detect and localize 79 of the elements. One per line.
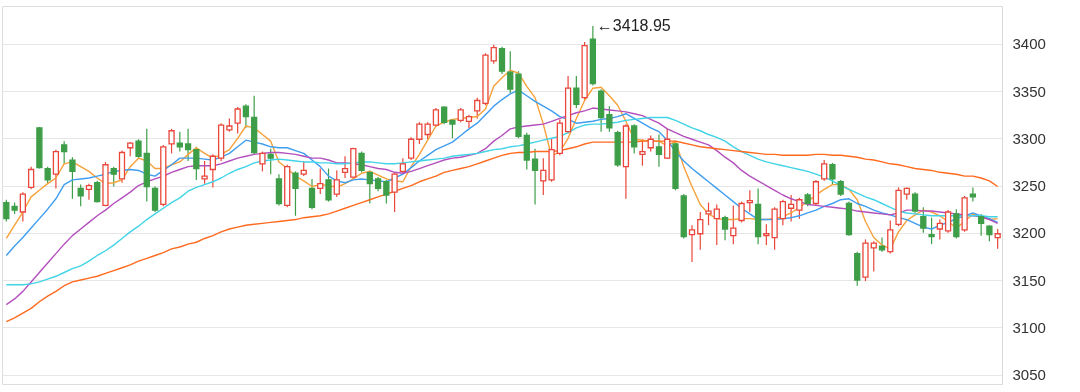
candlestick: [697, 211, 704, 251]
candlestick: [812, 179, 820, 206]
candlestick: [994, 228, 1001, 250]
candlestick: [829, 162, 836, 186]
candlestick: [234, 106, 241, 135]
candlestick: [713, 203, 720, 246]
candlestick: [176, 131, 183, 153]
y-tick-label: 3300: [1012, 129, 1046, 147]
y-tick-label: 3400: [1012, 35, 1046, 53]
candlestick: [490, 44, 497, 65]
candlestick: [821, 159, 828, 182]
candlestick: [928, 217, 935, 245]
candlestick: [878, 236, 886, 253]
candlestick: [366, 169, 373, 205]
candlestick: [267, 148, 274, 175]
candlestick: [573, 75, 580, 109]
candlestick: [498, 46, 506, 75]
candlestick: [308, 178, 316, 210]
y-tick-label: 3100: [1012, 318, 1046, 336]
candlestick: [201, 160, 208, 185]
y-tick-label: 3350: [1012, 82, 1046, 100]
candlestick: [953, 208, 960, 240]
candlestick: [77, 184, 84, 207]
candlestick: [242, 103, 250, 129]
candlestick: [52, 149, 60, 189]
candlestick: [738, 201, 745, 223]
candlestick: [664, 128, 671, 160]
candlestick: [920, 206, 927, 234]
candlestick: [911, 191, 919, 214]
candlestick: [69, 156, 76, 200]
candlestick: [391, 171, 398, 213]
candlestick: [325, 167, 332, 203]
candlestick: [168, 128, 175, 155]
candlestick: [870, 240, 877, 273]
candlestick: [19, 191, 27, 223]
candlestick: [796, 197, 803, 220]
candlestick: [977, 213, 985, 237]
candlestick: [259, 150, 266, 172]
candlestick: [688, 224, 696, 263]
candlestick: [887, 219, 894, 255]
candlestick: [341, 155, 349, 179]
candlestick: [655, 133, 663, 168]
candlestick: [746, 189, 753, 213]
candlestick: [407, 136, 415, 161]
candlestick: [94, 180, 101, 204]
candlestick: [61, 140, 68, 165]
candlestick: [209, 153, 217, 189]
candlestick: [531, 148, 539, 206]
candlestick: [787, 194, 795, 223]
candlestick: [110, 166, 117, 188]
candlestick: [184, 128, 192, 162]
candlestick: [631, 123, 638, 155]
candlestick: [969, 186, 977, 203]
candlestick: [3, 199, 10, 223]
candlestick: [730, 204, 737, 245]
candlestick: [540, 157, 547, 196]
candlestick: [333, 169, 340, 198]
candlestick: [317, 167, 324, 195]
y-tick-label: 3250: [1012, 177, 1046, 195]
y-tick-label: 3050: [1012, 366, 1046, 384]
candlestick: [358, 150, 365, 173]
candlestick: [944, 209, 952, 234]
candlestick: [151, 185, 159, 213]
candlestick: [721, 215, 729, 241]
candlestick: [193, 146, 200, 181]
candlestick: [292, 170, 299, 217]
y-tick-label: 3150: [1012, 271, 1046, 289]
candlestick: [383, 179, 390, 205]
annotation: ←3418.95: [596, 16, 671, 34]
candlestick: [779, 199, 787, 226]
candlestick: [606, 105, 613, 133]
candlestick: [705, 201, 712, 226]
y-tick-label: 3200: [1012, 224, 1046, 242]
candlestick: [936, 218, 943, 241]
candlestick: [27, 166, 35, 190]
candlestick: [474, 97, 481, 120]
candlestick: [416, 121, 423, 145]
candlestick: [85, 183, 93, 201]
candlestick: [507, 50, 514, 94]
